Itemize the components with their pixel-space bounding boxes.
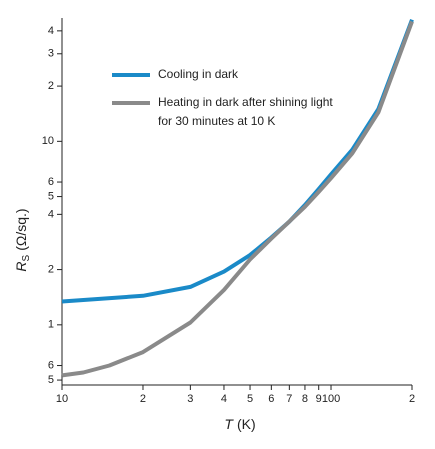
x-tick-label: 9 bbox=[316, 393, 322, 405]
y-tick-label: 6 bbox=[48, 359, 54, 371]
legend-label: Cooling in dark bbox=[158, 67, 239, 81]
x-tick-label: 4 bbox=[221, 393, 227, 405]
y-label-symbol: R bbox=[13, 261, 29, 271]
x-tick-label: 7 bbox=[286, 393, 292, 405]
y-tick-label: 6 bbox=[48, 176, 54, 188]
x-tick-label: 6 bbox=[268, 393, 274, 405]
x-tick-label: 10 bbox=[56, 393, 68, 405]
y-tick-label: 4 bbox=[48, 208, 54, 220]
y-tick-label: 5 bbox=[48, 374, 54, 386]
series-line bbox=[61, 18, 414, 304]
y-tick-label: 10 bbox=[42, 135, 54, 147]
y-tick-label: 1 bbox=[48, 319, 54, 331]
series-line bbox=[61, 20, 414, 378]
x-tick-label: 2 bbox=[140, 393, 146, 405]
y-label-subscript: S bbox=[21, 254, 32, 261]
legend-label: Heating in dark after shining light for … bbox=[158, 95, 333, 128]
x-tick-label: 5 bbox=[247, 393, 253, 405]
x-tick-label: 100 bbox=[322, 393, 340, 405]
y-tick-label: 3 bbox=[48, 48, 54, 60]
y-axis-label: RS (Ω/sq.) bbox=[13, 208, 32, 271]
y-tick-label: 5 bbox=[48, 190, 54, 202]
y-label-unit: (Ω/sq.) bbox=[13, 208, 29, 250]
x-label-unit: (K) bbox=[237, 416, 256, 432]
y-tick-label: 2 bbox=[48, 263, 54, 275]
x-tick-label: 3 bbox=[187, 393, 193, 405]
x-label-symbol: T bbox=[224, 416, 234, 432]
x-axis-label: T (K) bbox=[224, 416, 255, 432]
x-tick-label: 8 bbox=[302, 393, 308, 405]
y-tick-label: 4 bbox=[48, 25, 54, 37]
x-tick-label: 2 bbox=[409, 393, 415, 405]
y-tick-label: 2 bbox=[48, 80, 54, 92]
